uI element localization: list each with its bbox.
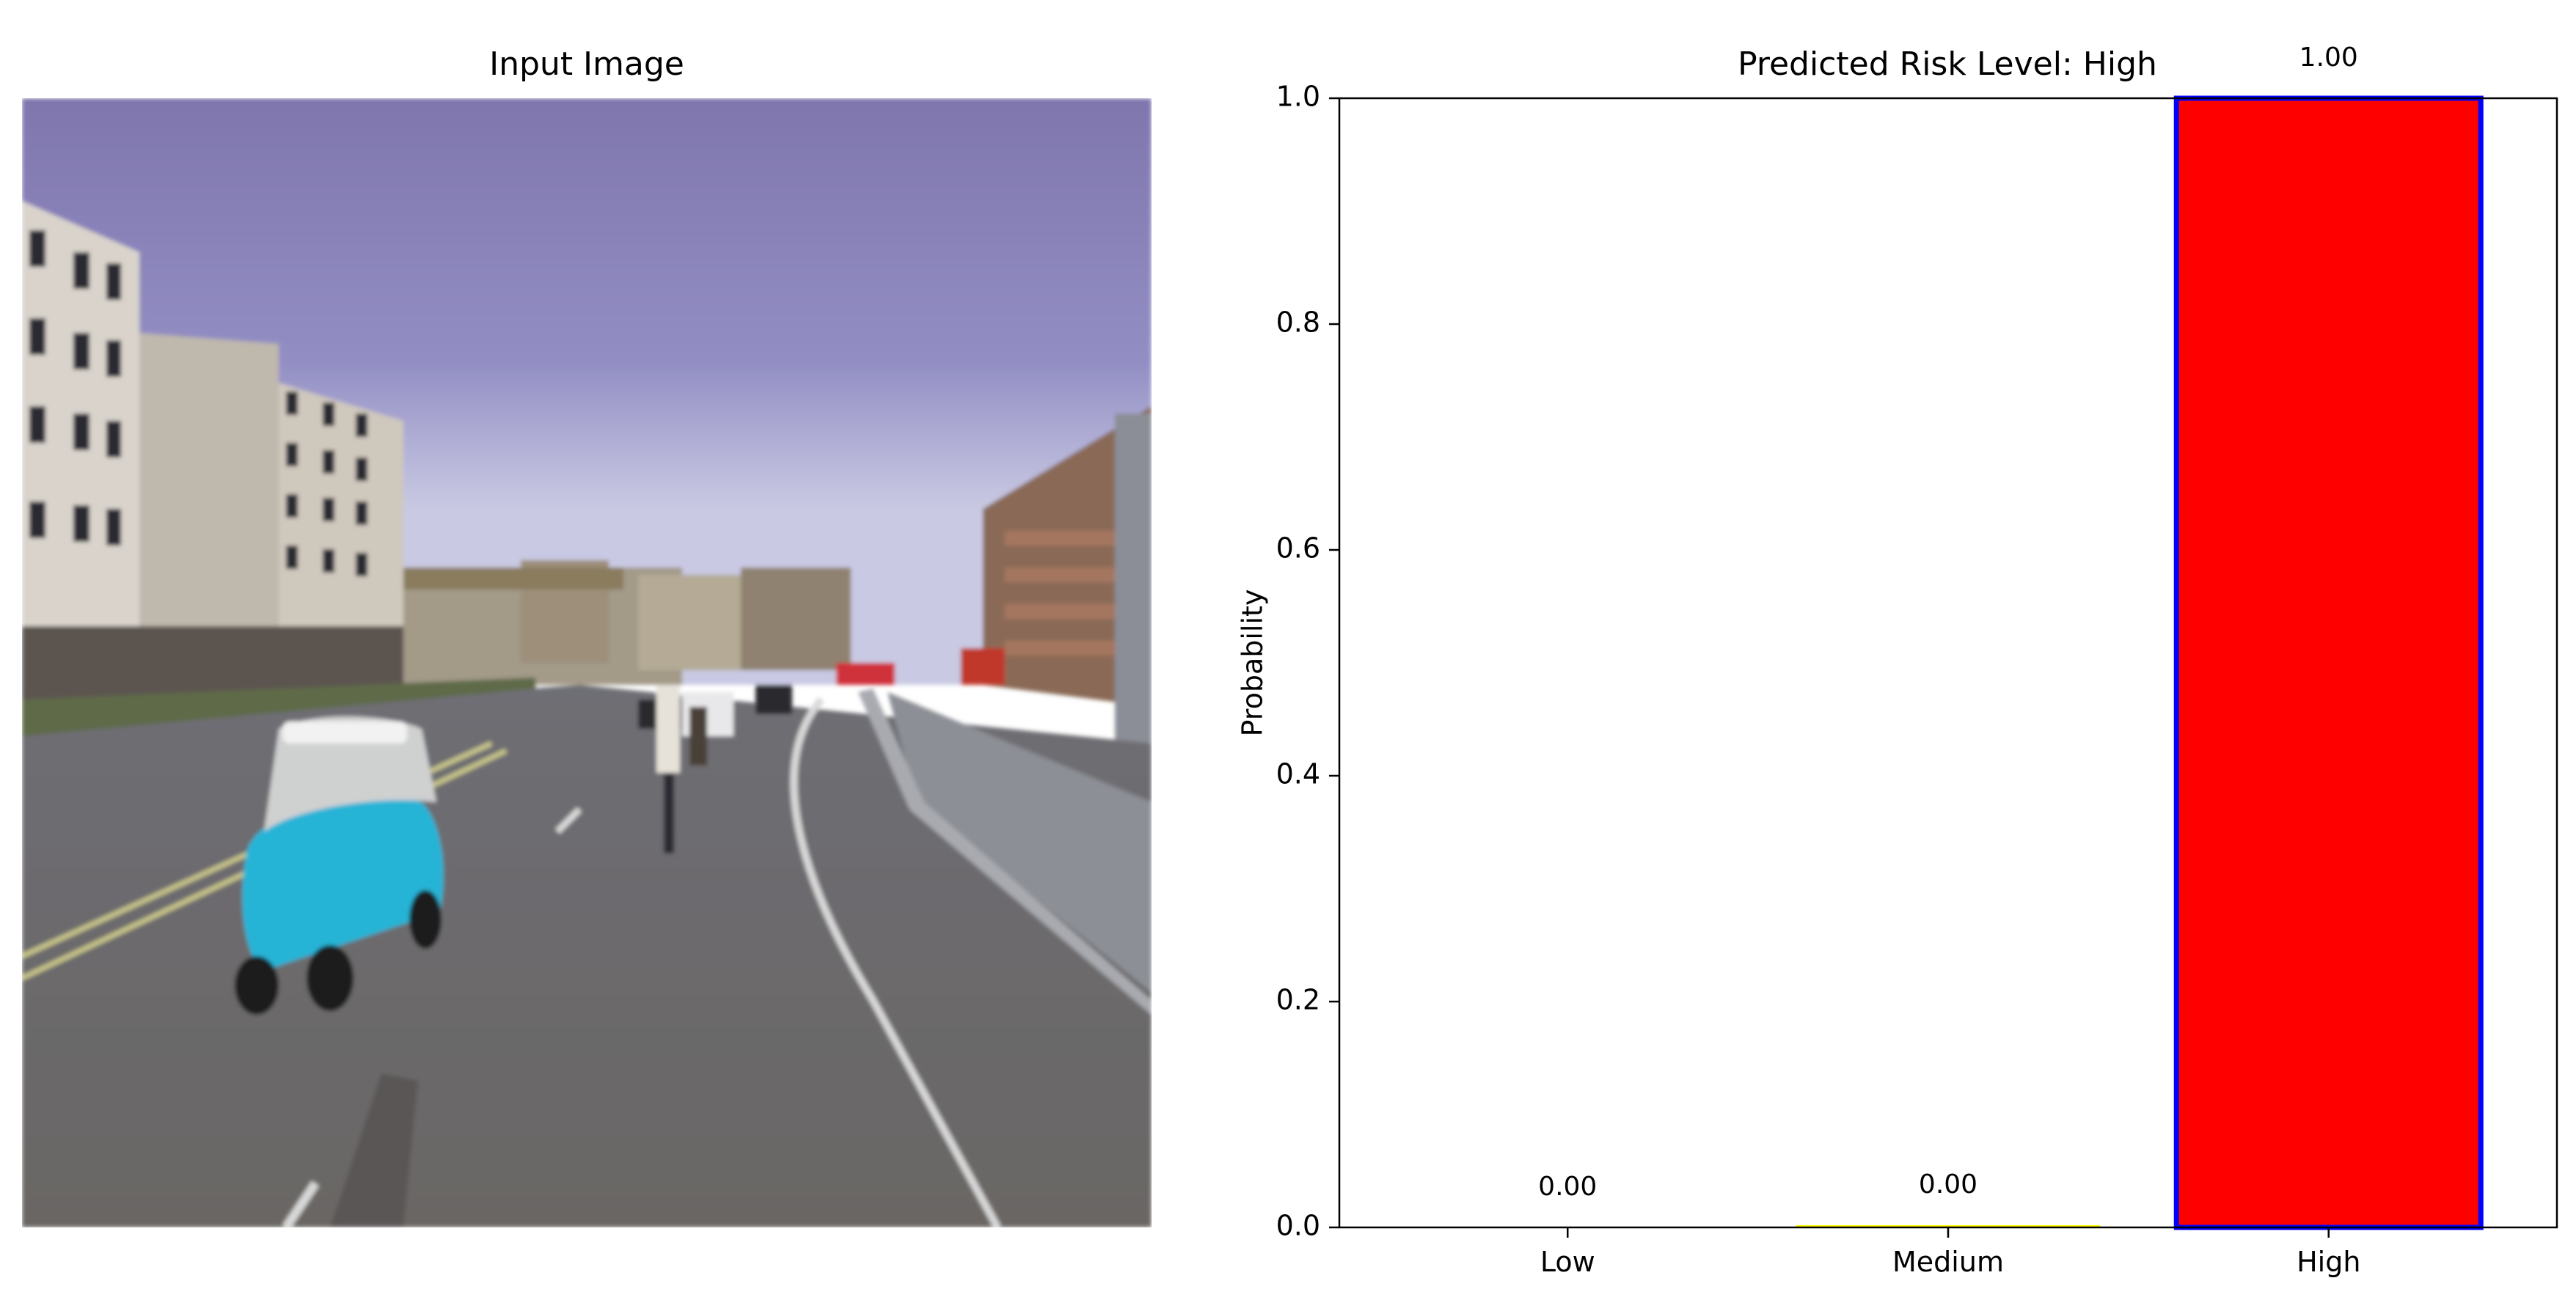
- cyan-microcar: [235, 716, 444, 1015]
- bar-value-label-high: 1.00: [2299, 43, 2358, 73]
- y-tick-label: 0.6: [1276, 532, 1320, 565]
- bar-value-label-medium: 0.00: [1919, 1169, 1977, 1200]
- x-tick-label-medium: Medium: [1892, 1246, 2004, 1278]
- bar-value-label-low: 0.00: [1538, 1172, 1597, 1202]
- x-tick-label-high: High: [2297, 1246, 2360, 1278]
- x-axis: Low Medium High: [1540, 1227, 2360, 1278]
- y-axis: 0.0 0.2 0.4 0.6 0.8 1.0: [1276, 81, 1339, 1242]
- bars: [1796, 95, 2484, 1230]
- y-tick-label: 1.0: [1276, 81, 1320, 113]
- bar-value-labels: 0.00 0.00 1.00: [1538, 43, 2358, 1202]
- y-tick-label: 0.0: [1276, 1210, 1320, 1242]
- bar-medium: [1796, 1224, 2101, 1227]
- y-axis-label: Probability: [1237, 590, 1269, 737]
- y-tick-label: 0.2: [1276, 984, 1320, 1016]
- chart-title: Predicted Risk Level: High: [1738, 45, 2157, 83]
- input-image: [22, 98, 1152, 1227]
- bar-high: [2173, 95, 2484, 1230]
- left-building: [22, 201, 139, 714]
- right-building: [983, 406, 1152, 707]
- image-title: Input Image: [489, 45, 684, 83]
- y-tick-label: 0.8: [1276, 306, 1320, 339]
- x-tick-label-low: Low: [1540, 1246, 1595, 1278]
- y-tick-label: 0.4: [1276, 758, 1320, 790]
